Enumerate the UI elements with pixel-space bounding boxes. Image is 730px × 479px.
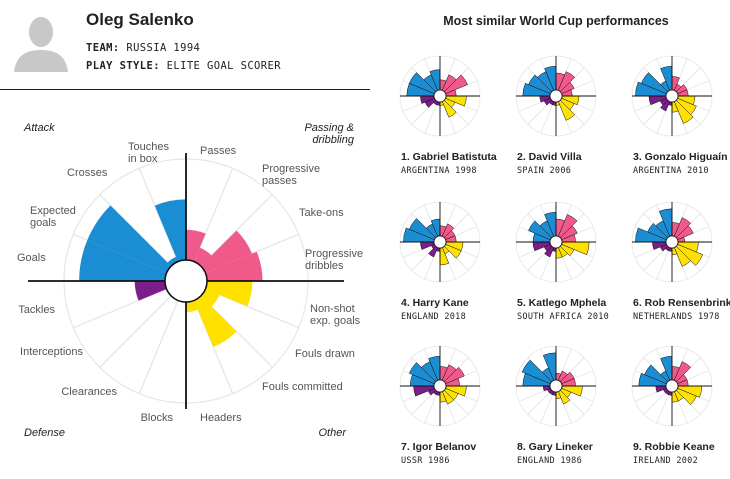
mini-hub [665, 235, 679, 249]
quadrant-label: Passing & dribbling [304, 122, 354, 146]
mini-hub [549, 89, 563, 103]
similar-chart[interactable] [630, 54, 714, 138]
similar-player-team: ENGLAND 2018 [401, 312, 467, 322]
bar-goals [79, 240, 167, 281]
similar-chart[interactable] [630, 200, 714, 284]
quadrant-label: Defense [24, 427, 65, 439]
similar-chart[interactable] [398, 54, 482, 138]
bar-passes [186, 229, 206, 262]
similar-title: Most similar World Cup performances [443, 14, 669, 28]
bar-headers [186, 300, 198, 313]
similar-player-team: SOUTH AFRICA 2010 [517, 312, 610, 322]
similar-chart[interactable] [514, 200, 598, 284]
similar-chart[interactable] [514, 344, 598, 428]
main-radial-chart: Passes Progressive passes Take-ons Progressi… [17, 122, 363, 439]
header-divider [0, 89, 370, 90]
player-avatar-icon [12, 8, 70, 72]
center-hub-top [164, 259, 208, 303]
bar-non-shot-exp-goals [205, 281, 253, 307]
similar-player-name: 9. Robbie Keane [633, 441, 715, 453]
similar-player-team: SPAIN 2006 [517, 166, 572, 176]
bar-tackles [134, 281, 167, 301]
category-label: Blocks [141, 412, 174, 424]
category-label: Take-ons [299, 207, 344, 219]
category-label: Progressive dribbles [305, 248, 363, 272]
category-label: Fouls committed [262, 381, 343, 393]
similar-player-name: 3. Gonzalo Higuaín [633, 151, 728, 163]
similar-player-team: USSR 1986 [401, 456, 450, 466]
category-label: Crosses [67, 167, 108, 179]
category-label: Interceptions [20, 346, 83, 358]
similar-chart[interactable] [398, 344, 482, 428]
mini-hub [549, 235, 563, 249]
team-row: TEAM: RUSSIA 1994 [86, 42, 200, 54]
team-label: TEAM: [86, 42, 120, 54]
player-name: Oleg Salenko [86, 10, 194, 29]
bar-touches-in-box [154, 199, 186, 262]
category-label: Headers [200, 412, 242, 424]
similar-chart[interactable] [514, 54, 598, 138]
similar-player-team: NETHERLANDS 1978 [633, 312, 720, 322]
quadrant-label: Other [318, 427, 347, 439]
category-label: Non-shot exp. goals [310, 303, 361, 327]
category-label: Tackles [18, 304, 55, 316]
quadrant-label: Attack [23, 122, 55, 134]
similar-player-name: 2. David Villa [517, 151, 582, 163]
category-label: Fouls drawn [295, 348, 355, 360]
mini-rose [399, 201, 481, 283]
category-label: Goals [17, 252, 46, 264]
mini-hub [433, 235, 447, 249]
bar-crosses [167, 256, 178, 267]
bar-fouls-committed [194, 295, 237, 348]
bar-fouls-drawn [200, 289, 220, 307]
similar-player-team: ENGLAND 1986 [517, 456, 583, 466]
mini-hub [433, 379, 447, 393]
similar-chart[interactable] [630, 344, 714, 428]
similar-player-name: 6. Rob Rensenbrink [633, 297, 730, 309]
bar-progressive-dribbles [205, 251, 263, 281]
similar-player-team: ARGENTINA 1998 [401, 166, 477, 176]
mini-hub [433, 89, 447, 103]
similar-player-team: ARGENTINA 2010 [633, 166, 709, 176]
category-label: Touches in box [128, 141, 169, 165]
category-label: Passes [200, 145, 237, 157]
bar-take-ons [200, 230, 253, 273]
team-value: RUSSIA 1994 [126, 42, 201, 54]
play-style-value: ELITE GOAL SCORER [166, 60, 281, 72]
bar-expected-goals [87, 205, 172, 273]
mini-hub [549, 379, 563, 393]
category-label: Progressive passes [262, 163, 320, 187]
mini-rose [631, 345, 713, 427]
category-label: Expected goals [30, 205, 76, 229]
similar-player-name: 5. Katlego Mphela [517, 297, 607, 309]
play-style-row: PLAY STYLE: ELITE GOAL SCORER [86, 60, 281, 72]
bar-progressive-passes [194, 247, 212, 267]
category-label: Clearances [61, 386, 117, 398]
play-style-label: PLAY STYLE: [86, 60, 160, 72]
similar-chart[interactable] [398, 200, 482, 284]
similar-player-name: 8. Gary Lineker [517, 441, 593, 453]
similar-player-team: IRELAND 2002 [633, 456, 699, 466]
similar-player-name: 7. Igor Belanov [401, 441, 477, 453]
mini-rose [631, 201, 713, 283]
mini-hub [665, 89, 679, 103]
similar-player-name: 1. Gabriel Batistuta [401, 151, 497, 163]
mini-hub [665, 379, 679, 393]
similar-player-name: 4. Harry Kane [401, 297, 469, 309]
